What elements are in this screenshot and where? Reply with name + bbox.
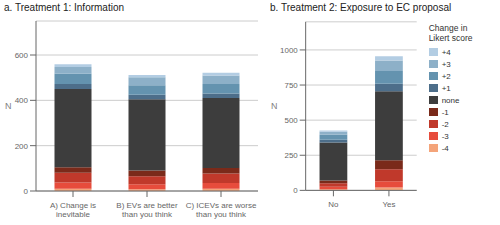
svg-text:250: 250 [285, 151, 299, 160]
html-text:none: none [441, 95, 460, 105]
html-text:-1: -1 [441, 107, 449, 117]
svg-text:Yes: Yes [382, 200, 395, 209]
svg-text:1000: 1000 [280, 46, 298, 55]
svg-text:200: 200 [15, 142, 29, 151]
svg-text:500: 500 [285, 116, 299, 125]
svg-text:No: No [328, 200, 339, 209]
html-text:+1: +1 [441, 83, 451, 93]
svg-text:0: 0 [293, 186, 298, 195]
html-text:+4: +4 [441, 47, 451, 57]
svg-text:N: N [271, 101, 277, 111]
svg-text:C) ICEVs are worsethan you thi: C) ICEVs are worsethan you think [186, 201, 257, 219]
svg-text:750: 750 [285, 81, 299, 90]
html-text:Change in Likert score: Change in Likert score [428, 23, 473, 43]
svg-text:600: 600 [15, 51, 29, 60]
svg-text:N: N [5, 101, 12, 111]
html-text:a. Treatment 1: Information: a. Treatment 1: Information [4, 2, 125, 13]
html-text:-3: -3 [441, 131, 449, 141]
html-text:+2: +2 [441, 71, 451, 81]
svg-text:400: 400 [15, 96, 29, 105]
html-text:b. Treatment 2: Exposure to EC: b. Treatment 2: Exposure to EC proposal [270, 2, 452, 13]
html-text:-2: -2 [441, 119, 449, 129]
svg-text:B) EVs are betterthan you thin: B) EVs are betterthan you think [116, 201, 178, 219]
svg-text:A) Change isinevitable: A) Change isinevitable [50, 201, 96, 219]
html-text:-4: -4 [441, 143, 449, 153]
svg-text:0: 0 [24, 187, 29, 196]
html-text:+3: +3 [441, 59, 451, 69]
